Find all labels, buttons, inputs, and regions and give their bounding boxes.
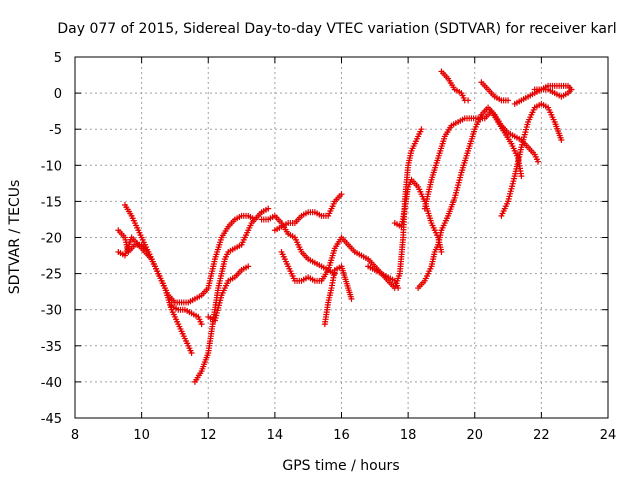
plus-marker <box>465 97 472 104</box>
x-tick-label: 20 <box>466 428 483 443</box>
plus-marker <box>265 205 272 212</box>
y-tick-label: -45 <box>41 412 62 427</box>
data-points <box>115 68 575 385</box>
x-tick-label: 24 <box>600 428 617 443</box>
x-tick-label: 10 <box>133 428 150 443</box>
series-sat-m <box>415 104 542 292</box>
series-sat-d <box>168 303 205 328</box>
plus-marker <box>418 126 425 133</box>
y-tick-label: -15 <box>41 195 62 210</box>
series-sat-b <box>115 234 195 357</box>
series-sat-s <box>531 82 575 93</box>
y-tick-label: -25 <box>41 268 62 283</box>
y-tick-label: -10 <box>41 159 62 174</box>
chart-title: Day 077 of 2015, Sidereal Day-to-day VTE… <box>57 21 616 37</box>
plus-marker <box>251 216 258 223</box>
x-tick-labels: 8 10 12 14 16 18 20 22 24 <box>71 428 616 443</box>
plus-marker <box>348 295 355 302</box>
series-sat-n <box>421 108 525 212</box>
series-sat-k <box>365 126 425 292</box>
series-sat-f <box>205 263 252 324</box>
plus-marker <box>188 350 195 357</box>
x-tick-label: 22 <box>533 428 550 443</box>
y-axis-label: SDTVAR / TECUs <box>7 180 23 295</box>
plus-marker <box>245 263 252 270</box>
y-tick-label: -5 <box>49 123 62 138</box>
plot-frame <box>74 56 609 419</box>
x-axis-label: GPS time / hours <box>282 458 399 474</box>
plus-marker <box>438 248 445 255</box>
x-tick-label: 18 <box>400 428 417 443</box>
series-sat-q <box>498 100 565 219</box>
series-sat-e <box>191 216 258 385</box>
series-sat-j <box>321 263 355 328</box>
y-tick-label: 5 <box>54 51 62 66</box>
plus-marker <box>198 321 205 328</box>
series-sat-c <box>121 202 155 263</box>
x-tick-label: 8 <box>71 428 79 443</box>
y-tick-label: -30 <box>41 304 62 319</box>
x-tick-label: 12 <box>200 428 217 443</box>
y-tick-label: -40 <box>41 376 62 391</box>
plus-marker <box>338 191 345 198</box>
series-sat-l <box>391 176 445 255</box>
series-sat-h <box>271 191 345 234</box>
y-tick-labels: 5 0 -5 -10 -15 -20 -25 -30 -35 -40 -45 <box>41 51 62 427</box>
y-tick-label: -35 <box>41 340 62 355</box>
plus-marker <box>518 173 525 180</box>
series-sat-o <box>438 68 472 104</box>
plus-marker <box>535 158 542 165</box>
plus-marker <box>558 137 565 144</box>
series-sat-p <box>478 79 512 104</box>
y-tick-label: 0 <box>54 87 62 102</box>
plus-marker <box>505 97 512 104</box>
series-sat-a <box>115 205 272 306</box>
x-tick-label: 14 <box>267 428 284 443</box>
plus-marker <box>148 256 155 263</box>
y-tick-label: -20 <box>41 232 62 247</box>
x-tick-label: 16 <box>333 428 350 443</box>
plus-marker <box>568 86 575 93</box>
